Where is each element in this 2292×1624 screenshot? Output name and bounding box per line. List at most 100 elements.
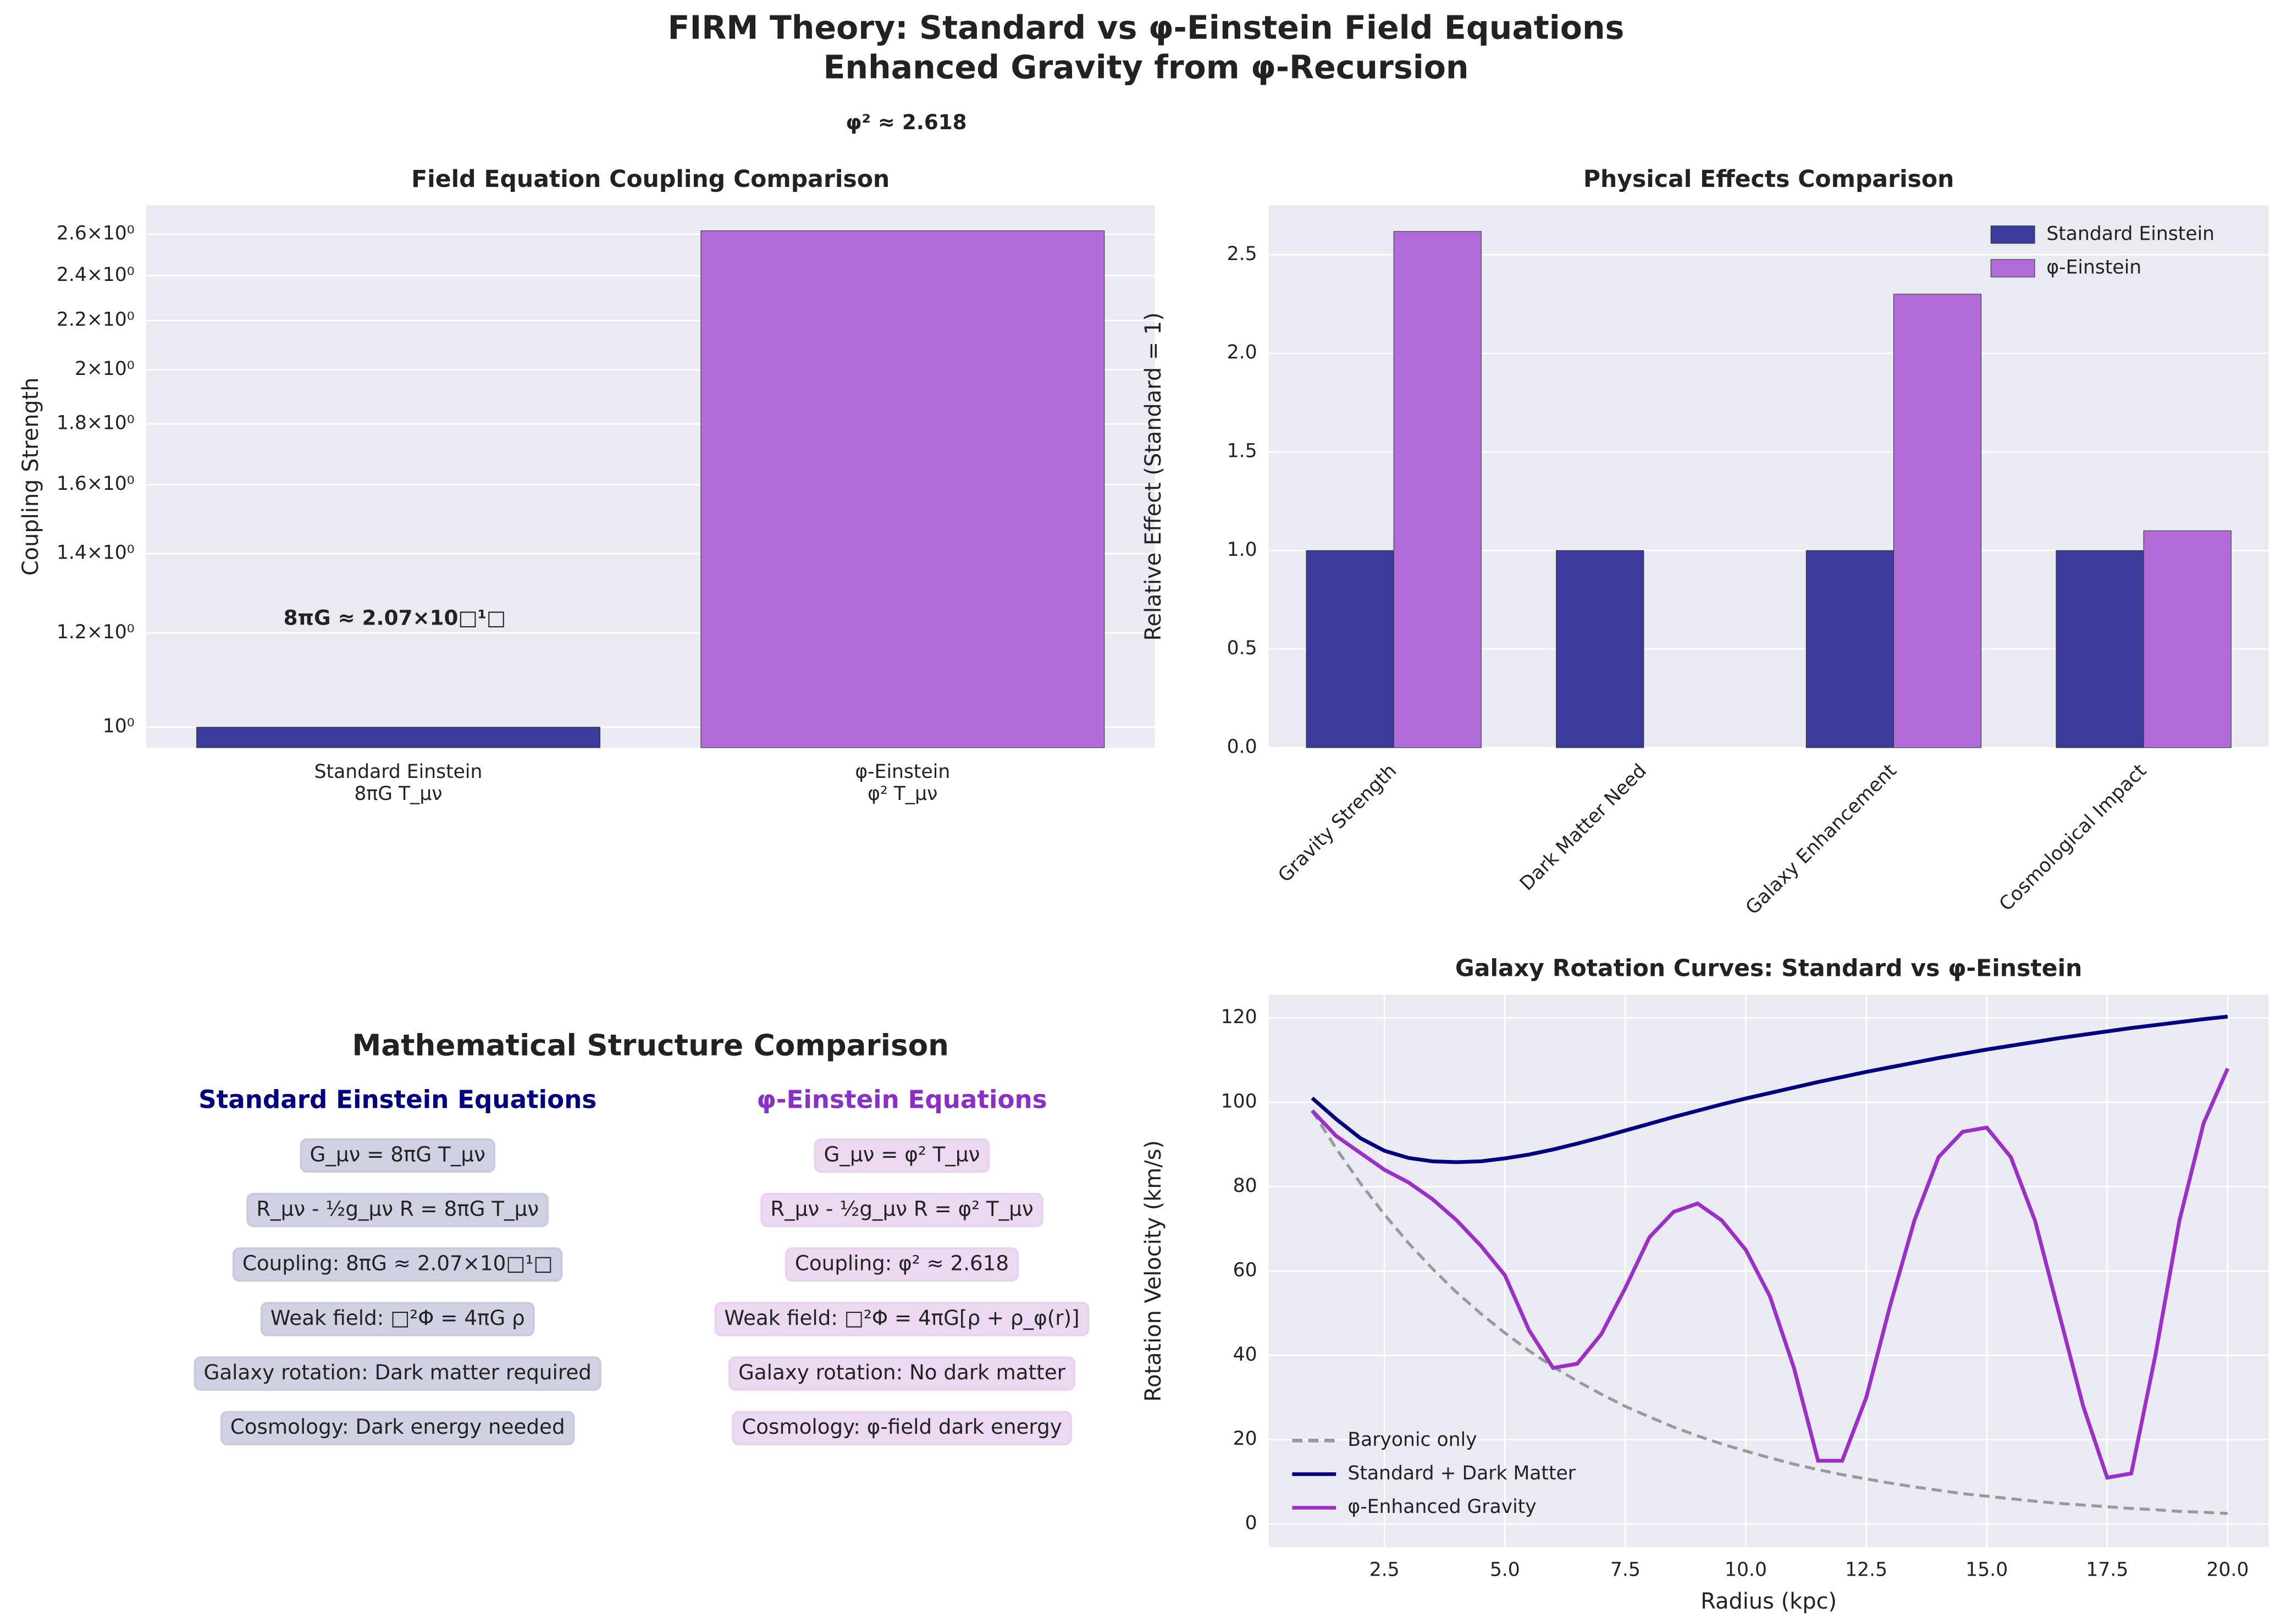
legend-label: Standard + Dark Matter (1347, 1462, 1576, 1484)
y-tick-label: 0 (1245, 1512, 1257, 1534)
figure-title: FIRM Theory: Standard vs φ-Einstein Fiel… (668, 9, 1625, 47)
column-heading: φ-Einstein Equations (756, 1085, 1047, 1114)
equation-text: G_μν = φ² T_μν (824, 1142, 980, 1166)
y-tick-label: 2.0 (1227, 341, 1257, 363)
box (194, 1356, 601, 1391)
chart-title: Field Equation Coupling Comparison (411, 166, 890, 193)
equation-box: G_μν = 8πG T_μν (300, 1138, 495, 1173)
box (246, 1192, 549, 1228)
y-tick-label: 1.2×10⁰ (57, 621, 135, 643)
bar (2143, 530, 2232, 748)
y-tick-label: 1.6×10⁰ (57, 473, 135, 495)
legend-swatch (1990, 259, 2035, 278)
chart-title: Physical Effects Comparison (1583, 166, 1954, 193)
y-tick-label: 120 (1221, 1006, 1257, 1028)
x-tick-label: 15.0 (1965, 1559, 2008, 1581)
x-tick-label: 20.0 (2207, 1559, 2249, 1581)
equation-box: Weak field: □²Φ = 4πG ρ (260, 1302, 535, 1336)
y-tick-label: 0.0 (1227, 736, 1257, 758)
bar (1306, 550, 1394, 748)
equation-text: Coupling: 8πG ≈ 2.07×10□¹□ (242, 1251, 553, 1275)
equation-text: R_μν - ½g_μν R = φ² T_μν (770, 1196, 1033, 1220)
y-tick-label: 10⁰ (103, 715, 135, 737)
equation-text: Cosmology: Dark energy needed (230, 1415, 565, 1439)
x-tick-label: 5.0 (1490, 1559, 1520, 1581)
box (220, 1411, 575, 1445)
equation-text: Galaxy rotation: Dark matter required (203, 1360, 591, 1384)
legend-label: φ-Enhanced Gravity (1347, 1496, 1536, 1518)
y-tick-label: 2×10⁰ (75, 358, 135, 380)
y-tick-label: 2.4×10⁰ (57, 264, 135, 286)
equation-box: Weak field: □²Φ = 4πG[ρ + ρ_φ(r)] (714, 1302, 1090, 1336)
box (814, 1138, 990, 1173)
y-tick-label: 2.2×10⁰ (57, 308, 135, 330)
bar (1393, 231, 1482, 748)
x-tick-label: 17.5 (2086, 1559, 2128, 1581)
bar (196, 727, 600, 748)
y-tick-label: 1.0 (1227, 539, 1257, 561)
x-tick-label: Standard Einstein 8πG T_μν (314, 761, 483, 805)
equation-text: Galaxy rotation: No dark matter (738, 1360, 1066, 1384)
x-axis-label: Radius (kpc) (1700, 1589, 1837, 1614)
box (260, 1302, 535, 1336)
bar (2056, 550, 2144, 748)
equation-text: Cosmology: φ-field dark energy (742, 1415, 1062, 1439)
figure-subtitle: Enhanced Gravity from φ-Recursion (823, 48, 1468, 86)
equation-box: Cosmology: Dark energy needed (220, 1411, 575, 1445)
legend-label: φ-Einstein (2046, 256, 2141, 278)
legend-swatch (1990, 225, 2035, 244)
line (1311, 1014, 2228, 1164)
equation-text: Weak field: □²Φ = 4πG[ρ + ρ_φ(r)] (724, 1306, 1079, 1330)
annotation: 8πG ≈ 2.07×10□¹□ (284, 606, 506, 630)
y-tick-label: 0.5 (1227, 637, 1257, 659)
x-tick-label: Cosmological Impact (1995, 760, 2151, 915)
bar (1893, 294, 1982, 748)
y-axis-label: Coupling Strength (18, 377, 43, 576)
line (1311, 1109, 2228, 1515)
x-tick-label: 7.5 (1610, 1559, 1641, 1581)
box (785, 1247, 1019, 1282)
equation-text: Weak field: □²Φ = 4πG ρ (270, 1306, 525, 1330)
y-tick-label: 80 (1233, 1175, 1257, 1197)
x-tick-label: Gravity Strength (1274, 760, 1401, 887)
equation-box: Galaxy rotation: No dark matter (728, 1356, 1075, 1391)
y-tick-label: 1.8×10⁰ (57, 412, 135, 434)
annotation: φ² ≈ 2.618 (846, 110, 966, 134)
equation-box: R_μν - ½g_μν R = φ² T_μν (760, 1192, 1043, 1228)
equation-text: Coupling: φ² ≈ 2.618 (795, 1251, 1009, 1275)
column-heading: Standard Einstein Equations (198, 1085, 597, 1114)
equation-box: R_μν - ½g_μν R = 8πG T_μν (246, 1192, 549, 1228)
bar (1556, 550, 1644, 748)
equation-box: Cosmology: φ-field dark energy (732, 1411, 1072, 1445)
y-axis-label: Rotation Velocity (km/s) (1141, 1140, 1166, 1402)
equation-box: Coupling: 8πG ≈ 2.07×10□¹□ (232, 1247, 563, 1282)
y-tick-label: 1.4×10⁰ (57, 542, 135, 564)
y-tick-label: 100 (1221, 1090, 1257, 1112)
legend-label: Standard Einstein (2046, 223, 2214, 245)
x-tick-label: 2.5 (1369, 1559, 1400, 1581)
box (300, 1138, 495, 1173)
line (1311, 1068, 2230, 1480)
y-axis-label: Relative Effect (Standard = 1) (1141, 312, 1166, 641)
panel-title: Mathematical Structure Comparison (352, 1029, 949, 1063)
chart-title: Galaxy Rotation Curves: Standard vs φ-Ei… (1455, 955, 2083, 982)
equation-text: G_μν = 8πG T_μν (310, 1142, 485, 1166)
box (728, 1356, 1075, 1391)
y-tick-label: 2.5 (1227, 243, 1257, 265)
box (732, 1411, 1072, 1445)
equation-box: G_μν = φ² T_μν (814, 1138, 990, 1173)
x-tick-label: 10.0 (1725, 1559, 1767, 1581)
legend-label: Baryonic only (1347, 1429, 1477, 1451)
bar (700, 230, 1105, 748)
equation-box: Coupling: φ² ≈ 2.618 (785, 1247, 1019, 1282)
box (232, 1247, 563, 1282)
y-tick-label: 40 (1233, 1344, 1257, 1366)
x-tick-label: φ-Einstein φ² T_μν (855, 761, 950, 805)
x-tick-label: Galaxy Enhancement (1742, 760, 1901, 919)
equation-text: R_μν - ½g_μν R = 8πG T_μν (256, 1196, 539, 1220)
x-tick-label: Dark Matter Need (1516, 760, 1651, 895)
y-tick-label: 60 (1233, 1259, 1257, 1281)
y-tick-label: 1.5 (1227, 440, 1257, 462)
